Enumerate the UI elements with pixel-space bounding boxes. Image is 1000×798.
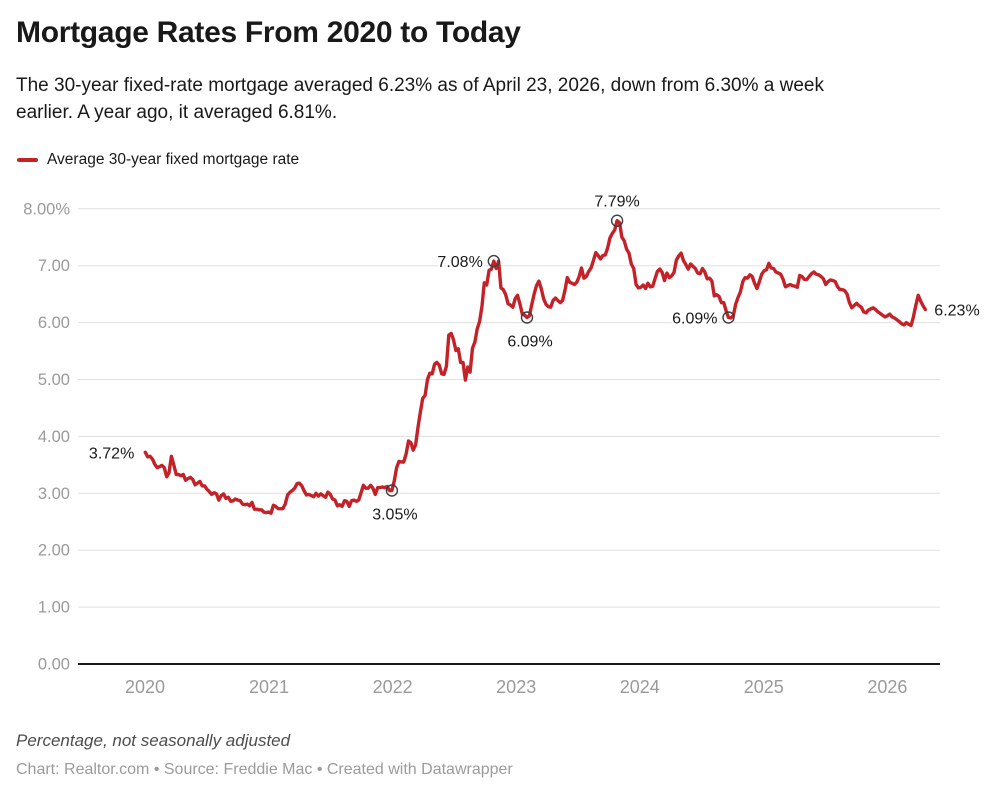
x-tick-label: 2023 xyxy=(496,677,536,697)
annotations: 3.72% 3.05% 7.08% 6.09% 7.79% 6.09% 6.23% xyxy=(87,192,982,526)
annotation-marker xyxy=(520,311,534,324)
mortgage-rate-line xyxy=(143,219,927,515)
x-tick-label: 2020 xyxy=(125,677,165,697)
annotation-label: 7.08% xyxy=(437,254,482,271)
y-tick-label: 5.00 xyxy=(38,371,70,389)
annotation-marker xyxy=(487,254,500,268)
annotation-label: 3.05% xyxy=(372,507,417,524)
annotation-label: 3.72% xyxy=(89,445,134,462)
annotation-marker xyxy=(385,484,399,497)
y-tick-label: 4.00 xyxy=(38,428,70,446)
chart-subtitle-line-2: earlier. A year ago, it averaged 6.81%. xyxy=(16,102,338,123)
annotation-label: 7.79% xyxy=(594,194,639,211)
chart-subtitle-line-1: The 30-year fixed-rate mortgage averaged… xyxy=(16,75,824,96)
x-tick-label: 2024 xyxy=(620,677,660,697)
annotation-marker xyxy=(610,214,624,227)
chart-subtitle: The 30-year fixed-rate mortgage averaged… xyxy=(16,72,966,126)
y-tick-label: 6.00 xyxy=(38,314,70,332)
y-tick-label: 3.00 xyxy=(38,485,70,503)
y-tick-label: 0.00 xyxy=(38,656,70,674)
x-tick-label: 2021 xyxy=(249,677,289,697)
y-axis-labels: 8.00% 7.00 6.00 5.00 4.00 3.00 2.00 1.00 0.00 xyxy=(23,200,70,673)
annotation-label: 6.09% xyxy=(507,334,552,351)
legend-label: Average 30-year fixed mortgage rate xyxy=(47,151,300,168)
annotation-marker xyxy=(722,311,735,324)
chart-note: Percentage, not seasonally adjusted xyxy=(16,731,291,750)
y-tick-label: 2.00 xyxy=(38,542,70,560)
annotation-label: 6.09% xyxy=(672,311,717,328)
annotation-label: 6.23% xyxy=(934,303,979,320)
x-tick-label: 2026 xyxy=(867,677,907,697)
chart-credits: Chart: Realtor.com • Source: Freddie Mac… xyxy=(16,761,513,778)
legend-line-swatch-icon xyxy=(17,158,38,162)
y-tick-label: 7.00 xyxy=(38,257,70,275)
legend: Average 30-year fixed mortgage rate xyxy=(17,150,299,170)
y-tick-label: 1.00 xyxy=(38,599,70,617)
x-axis-labels: 2020 2021 2022 2023 2024 2025 2026 xyxy=(125,677,907,697)
x-tick-label: 2025 xyxy=(744,677,784,697)
y-tick-label: 8.00% xyxy=(23,200,70,218)
chart-title: Mortgage Rates From 2020 to Today xyxy=(16,16,521,49)
x-tick-label: 2022 xyxy=(373,677,413,697)
